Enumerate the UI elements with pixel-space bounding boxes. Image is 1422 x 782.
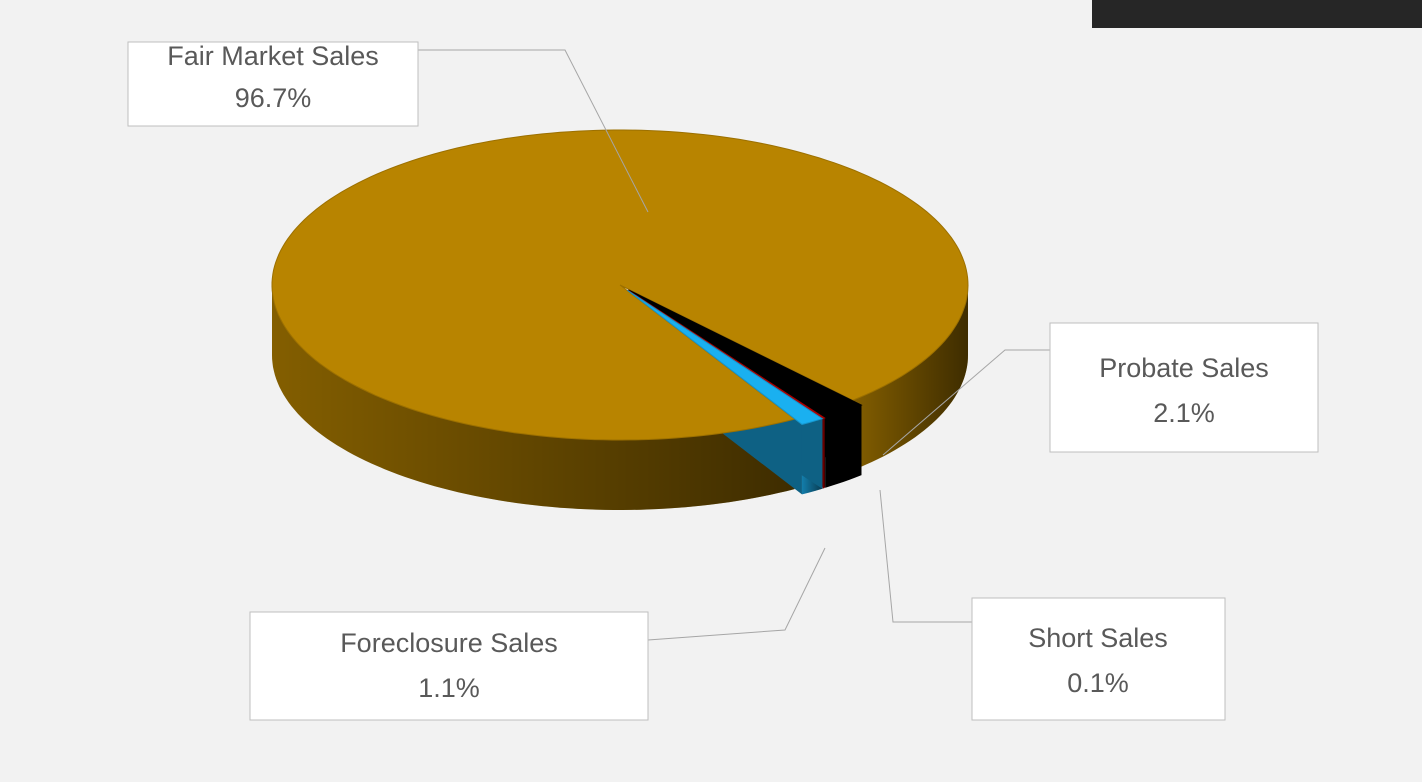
header-bar bbox=[1092, 0, 1422, 28]
slice-side-shade bbox=[272, 285, 795, 510]
slice-value-label: 2.1% bbox=[1153, 398, 1215, 428]
data-labels: Fair Market Sales 96.7% Probate Sales 2.… bbox=[127, 41, 1319, 721]
slice-value-label: 1.1% bbox=[418, 673, 480, 703]
slice-value-label: 96.7% bbox=[235, 83, 312, 113]
label-box bbox=[1049, 322, 1319, 453]
leader-line bbox=[882, 349, 1050, 456]
slice bbox=[627, 289, 824, 425]
leader-line bbox=[879, 489, 972, 623]
slice-label: Foreclosure Sales bbox=[340, 628, 558, 658]
slice-value-label: 0.1% bbox=[1067, 668, 1129, 698]
slice-label: Short Sales bbox=[1028, 623, 1168, 653]
label-box bbox=[249, 611, 649, 721]
leader-line bbox=[647, 547, 826, 641]
slice-label: Fair Market Sales bbox=[167, 41, 379, 71]
slice bbox=[271, 129, 969, 441]
leader-line bbox=[418, 49, 649, 213]
label-box bbox=[971, 597, 1226, 721]
label-box bbox=[127, 41, 419, 127]
leader-lines bbox=[418, 49, 1050, 641]
pie bbox=[271, 129, 969, 510]
slice bbox=[628, 289, 863, 419]
slice-side-shade bbox=[852, 285, 968, 471]
slice-label: Probate Sales bbox=[1099, 353, 1269, 383]
